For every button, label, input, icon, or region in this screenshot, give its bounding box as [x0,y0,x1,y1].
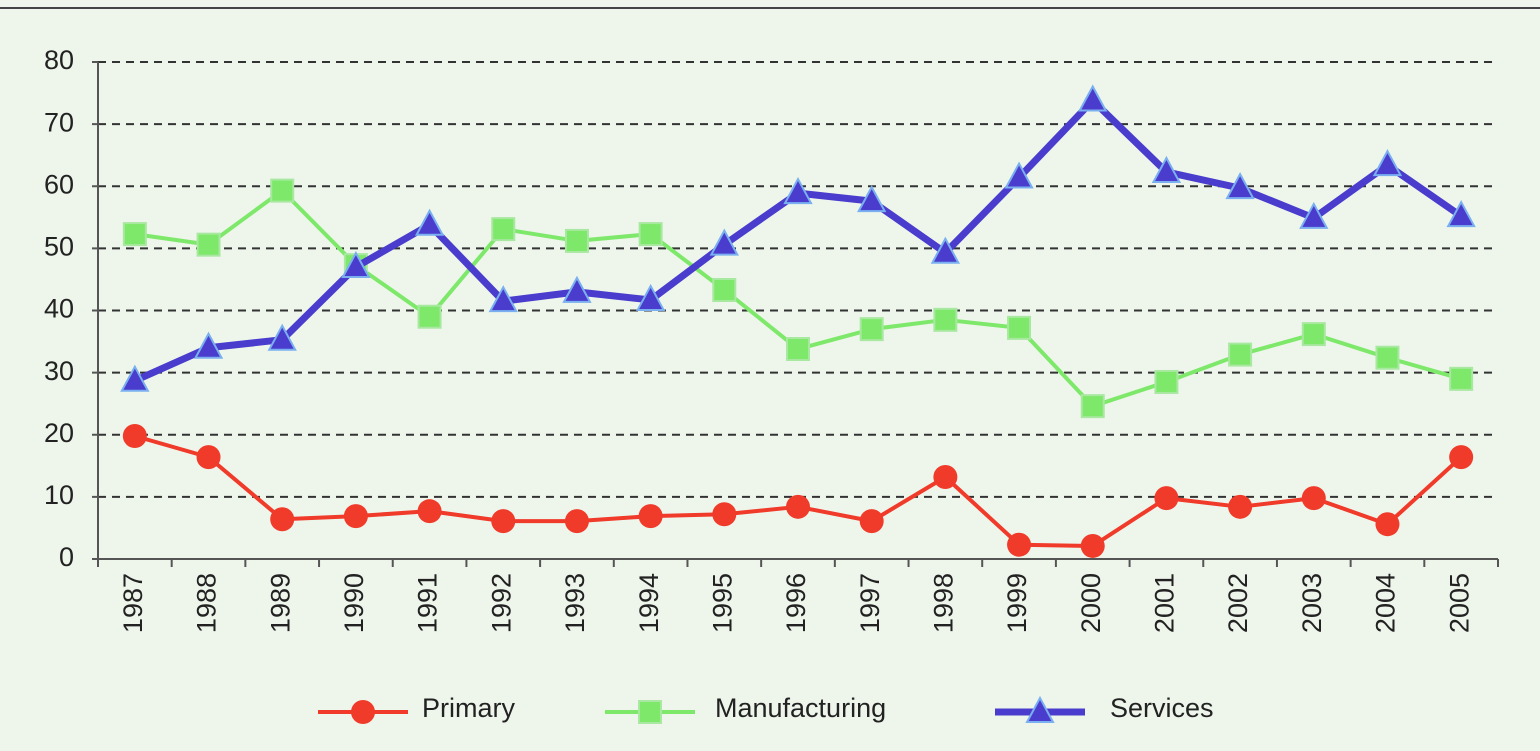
x-tick-label: 1989 [265,573,295,633]
data-point [564,509,589,534]
data-point [933,307,958,332]
legend-marker [638,700,662,724]
data-point [1228,342,1253,367]
data-point [196,445,221,470]
legend-marker [351,700,375,724]
data-point [193,331,224,359]
x-tick-label: 2005 [1444,573,1474,633]
data-point [1080,394,1105,419]
data-point [1080,533,1105,558]
y-tick-label: 0 [59,542,74,572]
data-point [1151,155,1182,183]
data-point [1228,494,1253,519]
x-tick-label: 1990 [339,573,369,633]
x-tick-label: 2001 [1150,573,1180,633]
data-point [783,176,813,205]
data-point [414,208,445,236]
data-point [712,277,737,302]
y-tick-label: 50 [44,232,74,262]
data-point [1007,532,1032,557]
data-point [122,423,147,448]
data-point [122,222,147,247]
data-point [417,499,442,524]
y-tick-label: 80 [44,45,74,75]
data-point [1375,345,1400,370]
data-point [343,504,368,529]
x-tick-label: 2004 [1371,573,1401,633]
data-point [859,317,884,342]
data-point [491,217,516,242]
y-tick-label: 30 [44,356,74,386]
data-point [1301,486,1326,511]
data-point [638,504,663,529]
y-tick-label: 10 [44,480,74,510]
data-point [270,178,295,203]
x-tick-label: 1987 [118,573,148,633]
x-tick-label: 1994 [634,573,664,633]
data-point [1299,201,1329,229]
data-point [930,236,961,264]
x-tick-label: 1999 [1002,573,1032,633]
x-tick-label: 2003 [1297,573,1327,633]
data-point [1372,149,1403,177]
data-point [491,509,516,534]
data-point [1446,199,1476,228]
data-point [1078,84,1108,112]
data-point [120,364,150,392]
data-point [341,250,371,279]
data-point [1225,172,1255,200]
data-point [709,228,739,256]
data-point [859,509,884,534]
x-tick-label: 1998 [928,573,958,633]
data-point [488,285,518,313]
x-tick-label: 2002 [1223,573,1253,633]
data-point [638,222,663,247]
x-tick-label: 1997 [855,573,885,633]
data-point [270,507,295,532]
data-point [417,304,442,329]
data-point [786,337,810,362]
x-tick-label: 2000 [1076,573,1106,633]
y-tick-label: 70 [44,107,74,137]
data-point [562,275,592,303]
data-point [712,502,737,527]
data-point [933,464,958,489]
x-tick-label: 1996 [781,573,811,633]
data-point [1007,315,1032,340]
data-point [786,494,810,519]
data-point [1004,161,1034,189]
x-tick-label: 1992 [486,573,516,633]
data-point [1449,445,1474,470]
x-tick-label: 1988 [192,573,222,633]
legend-label: Manufacturing [715,693,886,723]
y-tick-label: 40 [44,294,74,324]
legend-marker [1025,695,1055,723]
data-point [564,228,589,253]
x-tick-label: 1991 [413,573,443,633]
x-tick-label: 1993 [560,573,590,633]
legend-label: Services [1110,693,1214,723]
data-point [1301,322,1326,347]
data-point [635,283,666,311]
data-point [267,323,297,351]
data-point [196,232,221,257]
y-tick-label: 60 [44,169,74,199]
data-point [1449,366,1474,391]
data-point [1375,512,1400,537]
legend-label: Primary [422,693,515,723]
y-tick-label: 20 [44,418,74,448]
data-point [857,185,887,213]
data-point [1154,369,1179,394]
data-point [1154,486,1179,511]
x-tick-label: 1995 [707,573,737,633]
